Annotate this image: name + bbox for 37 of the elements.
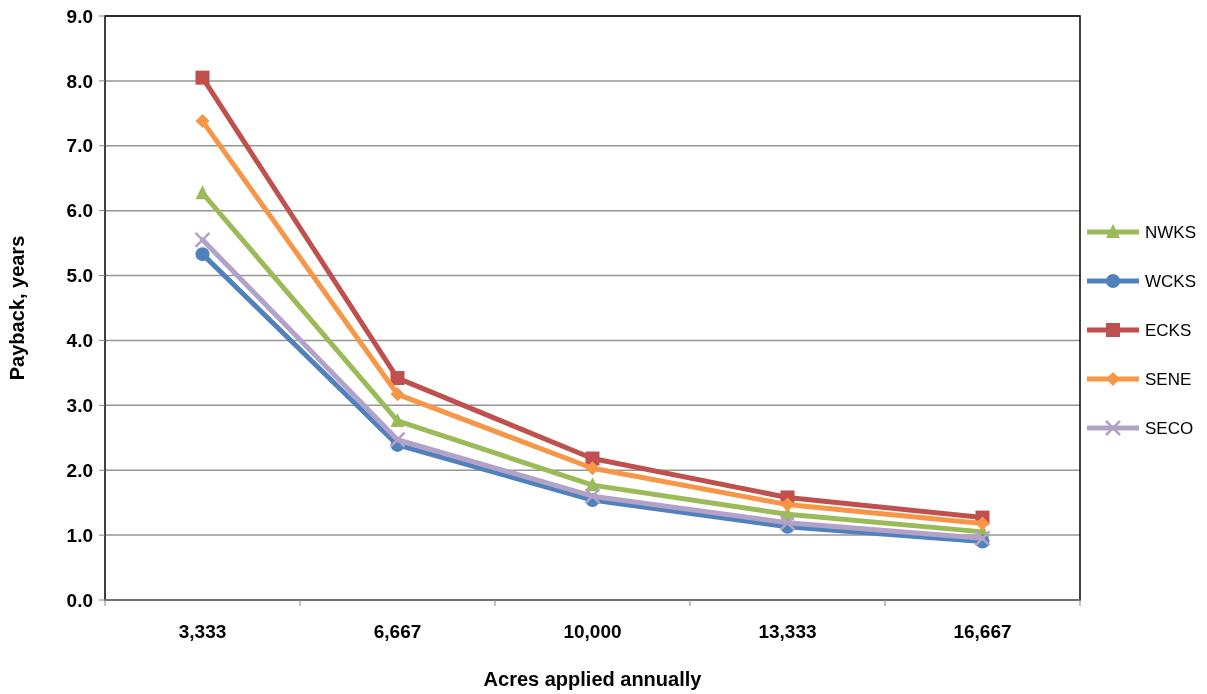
point [974,530,991,547]
y-tick-label: 3.0 [66,394,93,416]
point [195,70,210,85]
point [389,431,406,448]
y-axis-title: Payback, years [6,235,28,381]
point [780,497,795,512]
y-tick-label: 4.0 [66,330,93,352]
point [195,185,210,200]
x-tick-label: 16,667 [953,621,1012,642]
legend-label: NWKS [1145,222,1196,242]
legend-label: ECKS [1145,320,1192,340]
point [779,514,796,532]
legend-label: WCKS [1145,271,1196,291]
y-tick-label: 8.0 [66,70,93,92]
point [194,231,211,249]
y-tick-label: 1.0 [66,524,93,546]
x-tick-label: 13,333 [758,621,817,642]
x-axis-title: Acres applied annually [483,668,703,690]
y-tick-label: 9.0 [66,5,93,27]
x-tick-label: 6,667 [373,621,422,642]
point [195,247,210,262]
y-tick-label: 0.0 [66,589,93,611]
point [390,387,405,402]
y-tick-label: 7.0 [66,135,93,157]
point [584,487,601,505]
x-tick-label: 3,333 [178,621,227,642]
y-tick-label: 5.0 [66,265,93,287]
legend-label: SENE [1145,369,1192,389]
point [390,412,405,427]
y-tick-label: 2.0 [66,459,93,481]
point [975,516,990,531]
y-tick-label: 6.0 [66,200,93,222]
point [585,461,600,476]
x-tick-label: 10,000 [563,621,622,642]
point [195,114,210,129]
point [390,371,405,386]
legend-label: SECO [1145,418,1194,438]
